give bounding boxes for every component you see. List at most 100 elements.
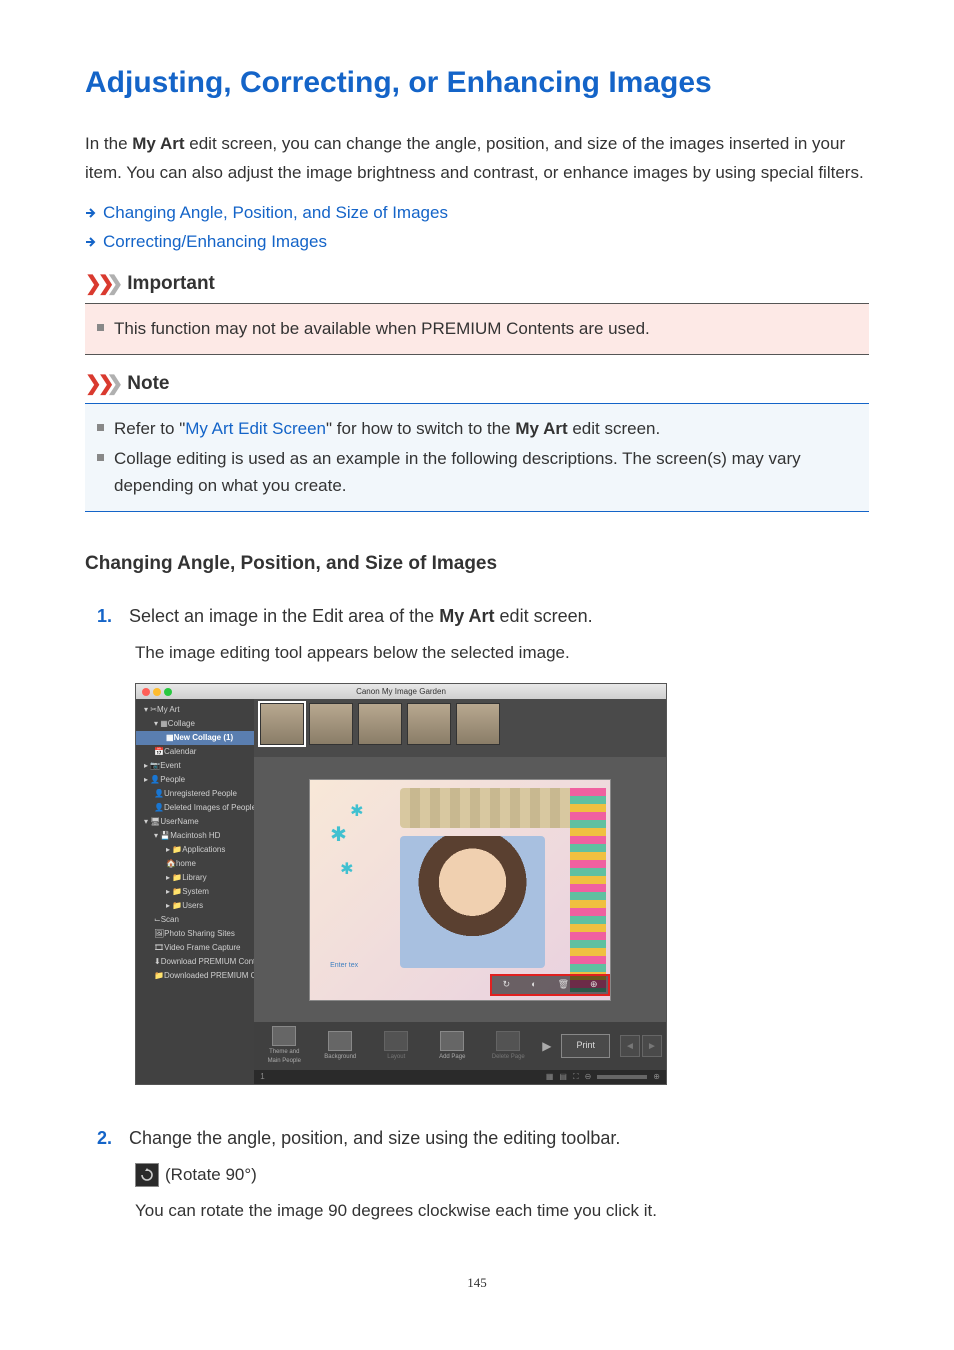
sidebar-item-collage[interactable]: ▾ ▦ Collage xyxy=(136,717,254,731)
sidebar-item-system[interactable]: ▸ 📁 System xyxy=(136,885,254,899)
sidebar-item-people[interactable]: ▸ 👤 People xyxy=(136,773,254,787)
intro-bold: My Art xyxy=(132,134,184,153)
note-item-2: Collage editing is used as an example in… xyxy=(114,446,857,499)
intro-paragraph: In the My Art edit screen, you can chang… xyxy=(85,130,869,188)
window-title: Canon My Image Garden xyxy=(136,686,666,698)
sidebar-item-event[interactable]: ▸ 📷 Event xyxy=(136,759,254,773)
print-button[interactable]: Print xyxy=(561,1034,610,1058)
zoom-slider[interactable] xyxy=(597,1075,647,1079)
zoom-out-icon[interactable]: ⊖ xyxy=(585,1071,592,1083)
sidebar-item-users[interactable]: ▸ 📁 Users xyxy=(136,899,254,913)
important-box: This function may not be available when … xyxy=(85,303,869,355)
sidebar-item-photo-sharing[interactable]: 🖼 Photo Sharing Sites xyxy=(136,927,254,941)
note-heading-text: Note xyxy=(127,370,169,399)
link-row-1[interactable]: Changing Angle, Position, and Size of Im… xyxy=(85,200,869,226)
nav-arrows: ◄ ► xyxy=(620,1035,662,1057)
theme-button[interactable]: Theme and Main People xyxy=(258,1026,310,1066)
intro-text-post: edit screen, you can change the angle, p… xyxy=(85,134,864,182)
image-edit-toolbar[interactable]: ↻ ◐ 🗑 ⊕ xyxy=(490,974,610,996)
step-text-bold: My Art xyxy=(439,606,494,626)
sidebar-item-calendar[interactable]: 📅 Calendar xyxy=(136,745,254,759)
view-grid-icon[interactable]: ▦ xyxy=(546,1071,554,1083)
sidebar-item-machd[interactable]: ▾ 💾 Macintosh HD xyxy=(136,829,254,843)
link-row-2[interactable]: Correcting/Enhancing Images xyxy=(85,229,869,255)
thumbnail[interactable] xyxy=(407,703,451,745)
trash-icon[interactable]: 🗑 xyxy=(558,978,569,992)
link-text: Correcting/Enhancing Images xyxy=(103,229,327,255)
prev-button[interactable]: ◄ xyxy=(620,1035,640,1057)
flower-icon: ✱ xyxy=(350,800,363,824)
rotate-icon[interactable]: ↻ xyxy=(503,978,511,992)
collage-preview: ✱ ✱ ✱ Enter tex ↻ ◐ 🗑 ⊕ xyxy=(309,779,611,1001)
note-heading: ❯❯❯ Note xyxy=(85,369,869,399)
sidebar-item-myart[interactable]: ▾ ✂ My Art xyxy=(136,703,254,717)
thumbnail[interactable] xyxy=(260,703,304,745)
sidebar-item-dl-premium[interactable]: ⬇ Download PREMIUM Contents xyxy=(136,955,254,969)
bottom-toolbar: Theme and Main People Background Layout … xyxy=(254,1022,666,1070)
thumbnail[interactable] xyxy=(309,703,353,745)
expand-icon[interactable]: ⊕ xyxy=(590,978,598,992)
fullscreen-icon[interactable]: ⛶ xyxy=(573,1071,579,1083)
sidebar-item-home[interactable]: 🏠 home xyxy=(136,857,254,871)
chevrons-icon: ❯❯❯ xyxy=(85,369,119,399)
window-titlebar: Canon My Image Garden xyxy=(136,684,666,699)
bullet-icon xyxy=(97,324,104,331)
rotate-label: (Rotate 90°) xyxy=(165,1162,257,1188)
step-number: 1. xyxy=(97,603,129,630)
view-list-icon[interactable]: ▤ xyxy=(559,1071,567,1083)
status-right: ▦ ▤ ⛶ ⊖ ⊕ xyxy=(546,1071,660,1083)
collage-deco xyxy=(400,788,598,828)
sidebar-item-unreg[interactable]: 👤 Unregistered People xyxy=(136,787,254,801)
content-area: ✱ ✱ ✱ Enter tex ↻ ◐ 🗑 ⊕ Theme and Main P… xyxy=(254,699,666,1084)
delete-page-button[interactable]: Delete Page xyxy=(482,1026,534,1066)
note-bold: My Art xyxy=(515,419,567,438)
collage-deco-side xyxy=(570,788,606,992)
canvas-area[interactable]: ✱ ✱ ✱ Enter tex ↻ ◐ 🗑 ⊕ xyxy=(254,757,666,1022)
sidebar-item-username[interactable]: ▾ 🖥 UserName xyxy=(136,815,254,829)
sidebar-item-library[interactable]: ▸ 📁 Library xyxy=(136,871,254,885)
zoom-in-icon[interactable]: ⊕ xyxy=(653,1071,660,1083)
note-link[interactable]: My Art Edit Screen xyxy=(185,419,326,438)
chevrons-icon: ❯❯❯ xyxy=(85,269,119,299)
note-box: Refer to "My Art Edit Screen" for how to… xyxy=(85,403,869,512)
important-body: This function may not be available when … xyxy=(114,316,650,342)
link-text: Changing Angle, Position, and Size of Im… xyxy=(103,200,448,226)
layout-button[interactable]: Layout xyxy=(370,1026,422,1066)
sidebar-item-deleted[interactable]: 👤 Deleted Images of People xyxy=(136,801,254,815)
step-subtext: The image editing tool appears below the… xyxy=(135,640,869,666)
important-heading-text: Important xyxy=(127,270,215,299)
sidebar-item-video-frame[interactable]: 🎞 Video Frame Capture xyxy=(136,941,254,955)
add-page-button[interactable]: Add Page xyxy=(426,1026,478,1066)
step-text-post: edit screen. xyxy=(495,606,593,626)
background-button[interactable]: Background xyxy=(314,1026,366,1066)
rotate-90-icon xyxy=(135,1163,159,1187)
sidebar-item-scan[interactable]: ⌙ Scan xyxy=(136,913,254,927)
step-2: 2. Change the angle, position, and size … xyxy=(97,1125,869,1152)
step-1: 1. Select an image in the Edit area of t… xyxy=(97,603,869,630)
enter-text-placeholder[interactable]: Enter tex xyxy=(330,961,358,972)
step-text: Select an image in the Edit area of the … xyxy=(129,603,593,630)
adjust-icon[interactable]: ◐ xyxy=(531,978,536,992)
bullet-icon xyxy=(97,454,104,461)
note-text: edit screen. xyxy=(568,419,661,438)
flower-icon: ✱ xyxy=(330,820,347,850)
app-screenshot: Canon My Image Garden ▾ ✂ My Art ▾ ▦ Col… xyxy=(135,683,667,1085)
step-number: 2. xyxy=(97,1125,129,1152)
sidebar-item-new-collage[interactable]: ▦ New Collage (1) xyxy=(136,731,254,745)
next-button[interactable]: ► xyxy=(642,1035,662,1057)
app-sidebar: ▾ ✂ My Art ▾ ▦ Collage ▦ New Collage (1)… xyxy=(136,699,254,1084)
note-item-1: Refer to "My Art Edit Screen" for how to… xyxy=(114,416,660,442)
important-heading: ❯❯❯ Important xyxy=(85,269,869,299)
step-text: Change the angle, position, and size usi… xyxy=(129,1125,620,1152)
bullet-icon xyxy=(97,424,104,431)
collage-photo[interactable] xyxy=(400,836,545,968)
thumbnail[interactable] xyxy=(358,703,402,745)
intro-text: In the xyxy=(85,134,132,153)
status-count: 1 xyxy=(260,1071,264,1083)
rotate-desc: You can rotate the image 90 degrees cloc… xyxy=(135,1198,869,1224)
sidebar-item-dled-premium[interactable]: 📁 Downloaded PREMIUM Contents xyxy=(136,969,254,983)
sidebar-item-apps[interactable]: ▸ 📁 Applications xyxy=(136,843,254,857)
more-icon[interactable]: ▶ xyxy=(542,1037,551,1055)
thumbnail[interactable] xyxy=(456,703,500,745)
note-text: " for how to switch to the xyxy=(326,419,515,438)
